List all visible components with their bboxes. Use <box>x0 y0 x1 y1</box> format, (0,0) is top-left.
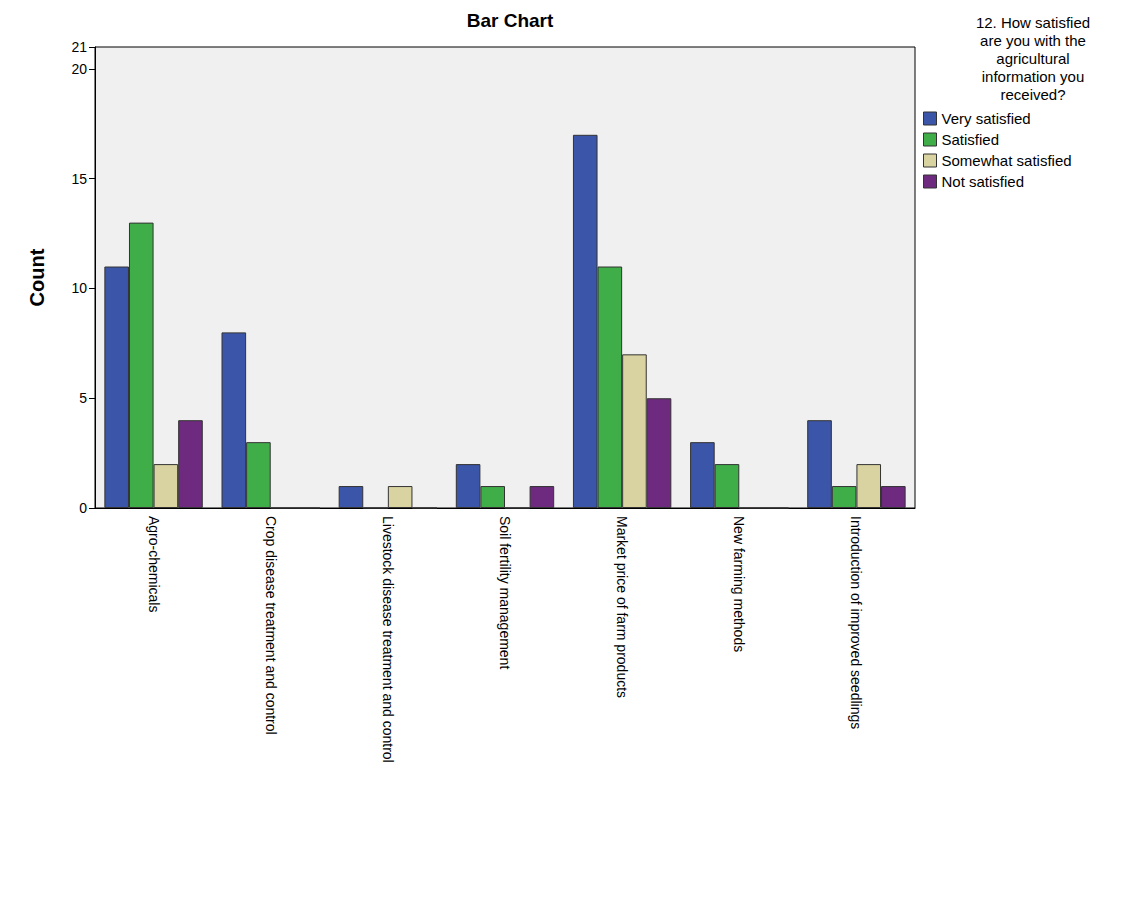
svg-text:20: 20 <box>71 61 87 77</box>
svg-text:Somewhat satisfied: Somewhat satisfied <box>942 152 1072 169</box>
svg-text:New farming methods: New farming methods <box>731 516 747 652</box>
svg-text:Bar Chart: Bar Chart <box>467 10 554 31</box>
svg-text:Crop disease treatment and con: Crop disease treatment and control <box>263 516 279 735</box>
svg-text:are you with the: are you with the <box>980 32 1086 49</box>
svg-text:agricultural: agricultural <box>996 50 1069 67</box>
svg-text:10: 10 <box>71 280 87 296</box>
svg-text:0: 0 <box>79 500 87 516</box>
svg-text:Not satisfied: Not satisfied <box>942 173 1025 190</box>
svg-text:12. How satisfied: 12. How satisfied <box>976 14 1090 31</box>
svg-text:Introduction of improved seedl: Introduction of improved seedlings <box>848 516 864 729</box>
svg-text:received?: received? <box>1000 86 1065 103</box>
svg-text:15: 15 <box>71 171 87 187</box>
svg-text:5: 5 <box>79 390 87 406</box>
svg-text:Market price of farm products: Market price of farm products <box>614 516 630 698</box>
svg-text:Count: Count <box>26 248 48 306</box>
svg-text:Satisfied: Satisfied <box>942 131 1000 148</box>
svg-text:Very satisfied: Very satisfied <box>942 110 1031 127</box>
svg-text:Soil fertility management: Soil fertility management <box>497 516 513 669</box>
svg-text:21: 21 <box>71 39 87 55</box>
svg-text:Agro-chemicals: Agro-chemicals <box>146 516 162 612</box>
svg-text:information you: information you <box>982 68 1085 85</box>
svg-text:Livestock disease treatment an: Livestock disease treatment and control <box>380 516 396 763</box>
